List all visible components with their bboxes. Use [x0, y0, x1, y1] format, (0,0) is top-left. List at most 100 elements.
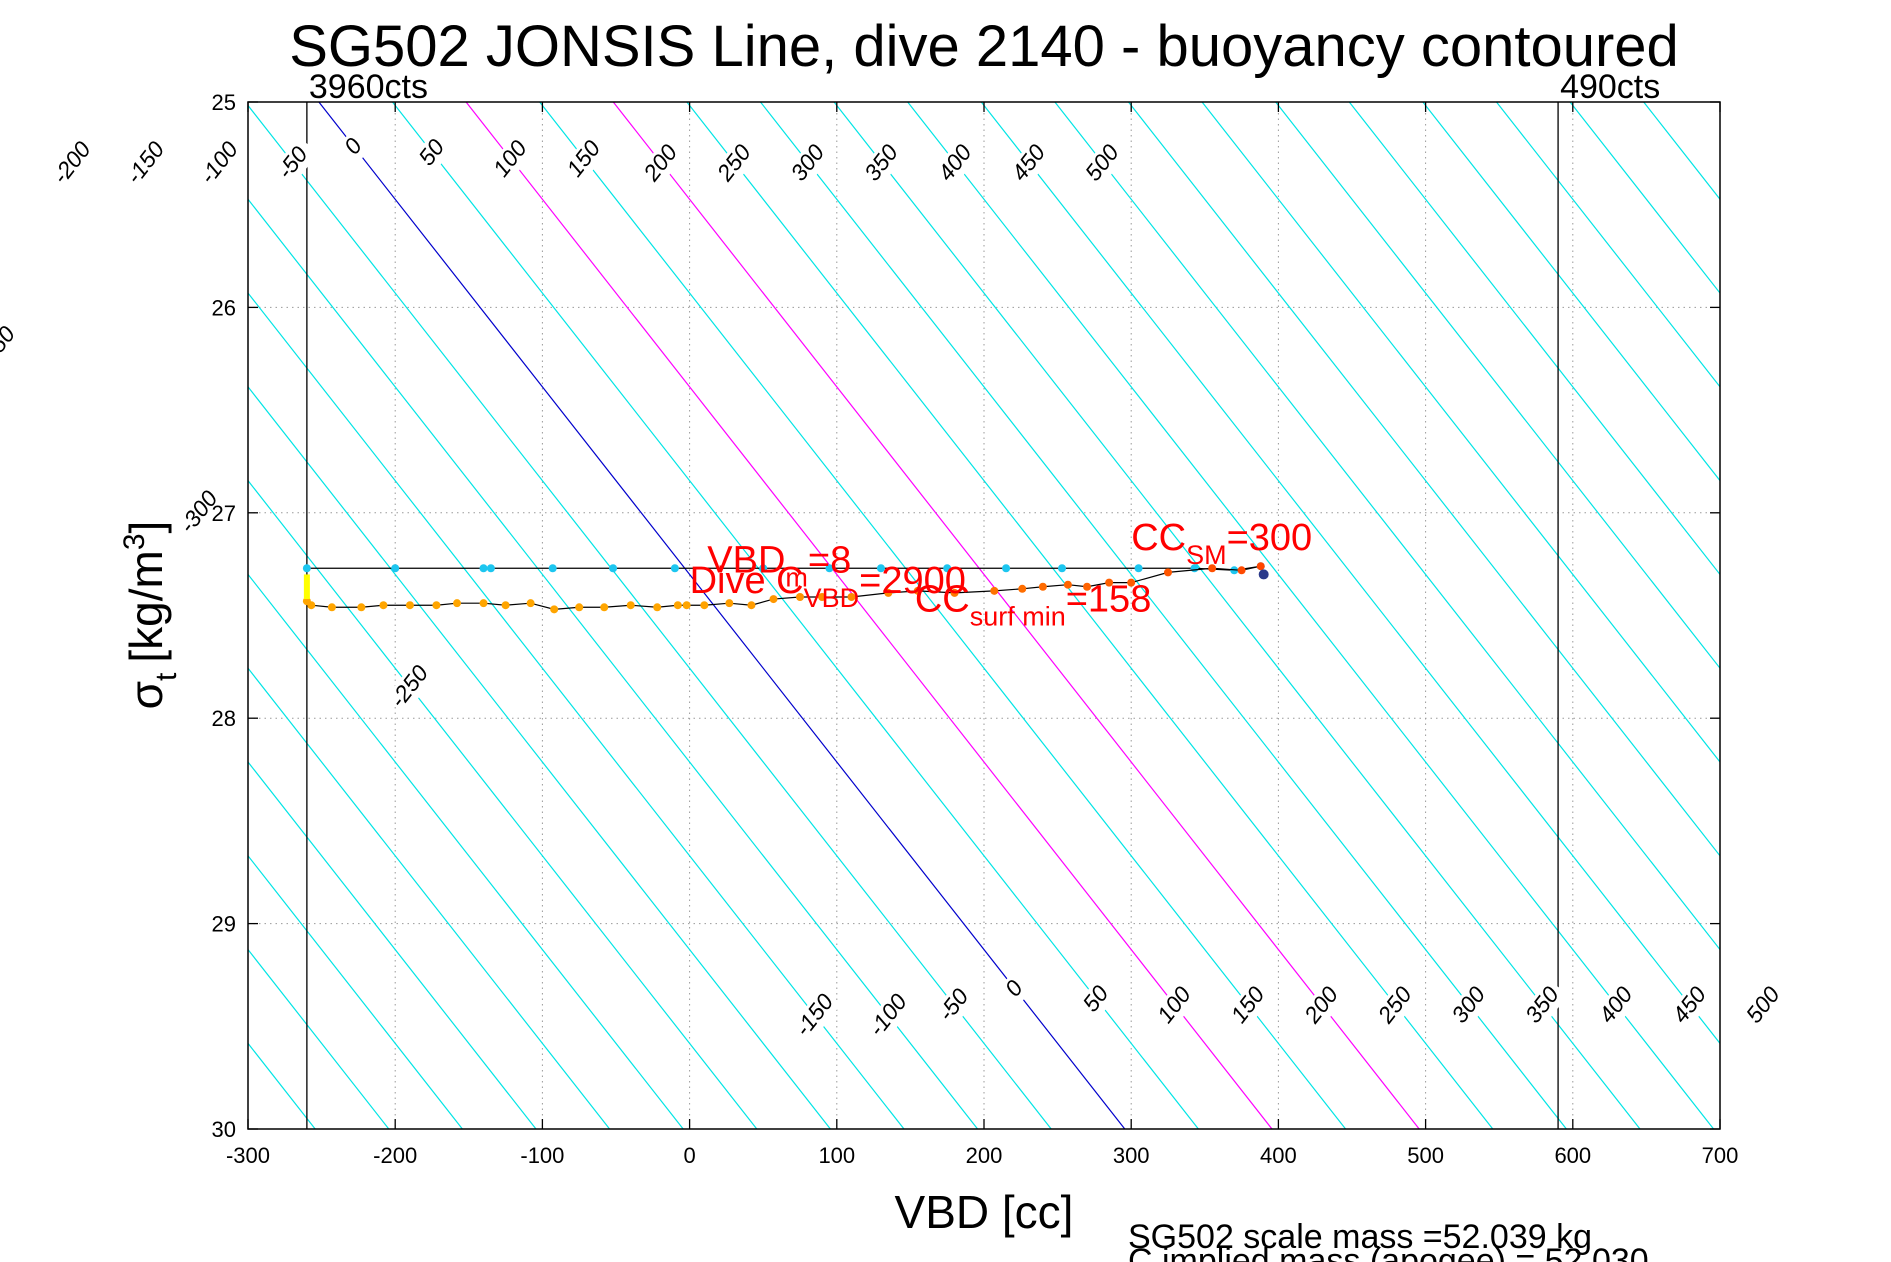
- contour-line: [612, 102, 1420, 1129]
- annotation: CCSM=300: [1131, 517, 1312, 570]
- contour-line: [539, 102, 1347, 1129]
- data-point: [526, 599, 535, 608]
- data-point: [479, 564, 488, 573]
- contour-line: [0, 102, 94, 1129]
- data-point-end: [1258, 569, 1269, 580]
- annotation: VBDm=8: [707, 539, 851, 592]
- annotation-value: =158: [1066, 578, 1152, 620]
- contour-label-group: 350: [1518, 978, 1569, 1033]
- contour-label-group: -100: [863, 989, 914, 1043]
- contour-label-group: 0: [990, 962, 1041, 1017]
- contour-line: [1569, 102, 1720, 295]
- contour-label-group: 100: [1150, 978, 1201, 1033]
- y-tick-label: 29: [212, 912, 236, 937]
- data-point: [1018, 584, 1027, 593]
- contour-label-bg: [783, 136, 834, 191]
- contour-label-group: 350: [857, 136, 908, 191]
- contour-label-bg: [930, 136, 982, 191]
- contour-line: [248, 385, 831, 1129]
- annotation-main: CC: [1131, 517, 1186, 559]
- chart-title: SG502 JONSIS Line, dive 2140 - buoyancy …: [289, 14, 1679, 79]
- data-point: [700, 601, 709, 610]
- y-axis-close: ]: [120, 521, 172, 534]
- contour-line: [248, 104, 1052, 1129]
- y-axis-subscript: t: [150, 672, 183, 681]
- contour-line: [1201, 102, 1720, 763]
- y-tick-label: 26: [212, 295, 236, 320]
- footer: SG502 scale mass =52.039 kgC implied mas…: [1128, 1218, 1649, 1262]
- data-point: [1002, 564, 1011, 573]
- annotation-value: =8: [808, 539, 851, 581]
- contour-label-group: 300: [783, 136, 834, 191]
- contour-label-bg: [194, 136, 246, 191]
- x-tick-label: 100: [818, 1143, 855, 1168]
- contour-line: [248, 948, 390, 1129]
- contour-label-bg: [990, 962, 1041, 1017]
- contour-label-group: 150: [1223, 978, 1274, 1033]
- data-point: [670, 564, 679, 573]
- contour-label-bg: [863, 989, 914, 1043]
- x-tick-label: 500: [1407, 1143, 1444, 1168]
- contour-label-bg: [486, 132, 537, 187]
- contour-label-bg: [1150, 978, 1201, 1033]
- data-point: [847, 593, 856, 602]
- data-point: [876, 564, 885, 573]
- data-point: [405, 601, 414, 610]
- contour-label-group: 400: [1591, 978, 1642, 1033]
- data-point: [1208, 564, 1217, 573]
- contour-label-bg: [1518, 978, 1569, 1033]
- annotation: CCsurf min=158: [915, 578, 1152, 631]
- contour-line: [248, 667, 611, 1129]
- contour-line: [1054, 102, 1720, 951]
- y-tick-label: 28: [212, 706, 236, 731]
- data-point: [302, 564, 311, 573]
- contour-line: [686, 102, 1494, 1129]
- annotation-subscript: VBD: [804, 583, 860, 613]
- contour-label-bg: [710, 136, 761, 191]
- annotation-subscript: surf min: [970, 601, 1066, 631]
- data-point: [759, 564, 768, 573]
- contour-label-group: -150: [789, 989, 841, 1043]
- x-tick-label: -300: [226, 1143, 270, 1168]
- contour-label-group: -50: [929, 978, 980, 1033]
- contour-line: [465, 102, 1273, 1129]
- contour-label-group: 400: [930, 136, 982, 191]
- contour-line: [318, 102, 1126, 1129]
- data-point: [391, 564, 400, 573]
- contour-label-bg: [0, 321, 23, 376]
- contour-label-group: -100: [194, 136, 246, 191]
- contour-label-group: 450: [1004, 136, 1055, 191]
- x-tick-label: 400: [1260, 1143, 1297, 1168]
- axis-ticks: -300 -200 -100 0 100 200 300 400 500 600 700252627…: [212, 90, 1739, 1168]
- data-point: [379, 601, 388, 610]
- contour-label-bg: [1071, 972, 1122, 1027]
- data-point: [1237, 566, 1246, 575]
- data-point: [501, 601, 510, 610]
- data-point: [357, 603, 366, 612]
- data-point: [673, 601, 682, 610]
- contour-label-bg: [1371, 978, 1422, 1033]
- data-point: [600, 603, 609, 612]
- contour-line: [833, 102, 1641, 1129]
- data-point: [1038, 582, 1047, 591]
- y-tick-label: 30: [212, 1117, 236, 1142]
- annotation-main: VBD: [707, 539, 785, 581]
- y-axis-title: σt [kg/m3]: [118, 521, 183, 710]
- contour-line: [1496, 102, 1720, 388]
- contour-label-group: 250: [1371, 978, 1422, 1033]
- contour-line: [1422, 102, 1720, 482]
- data-point: [1105, 578, 1114, 587]
- contour-label-group: -200: [47, 136, 98, 191]
- annotation-value: =300: [1227, 517, 1313, 559]
- contour-label-group: -350: [0, 321, 23, 376]
- vbd-limits: 3960cts 490cts: [306, 68, 1660, 1129]
- contour-label-group: 300: [1444, 978, 1495, 1033]
- contour-label-bg: [407, 126, 458, 181]
- data-series: [302, 562, 1269, 614]
- contour-line: [980, 102, 1720, 1045]
- data-point: [327, 603, 336, 612]
- contour-label-bg: [1444, 978, 1495, 1033]
- buoyancy-contours: [0, 102, 1720, 1129]
- y-tick-label: 25: [212, 90, 236, 115]
